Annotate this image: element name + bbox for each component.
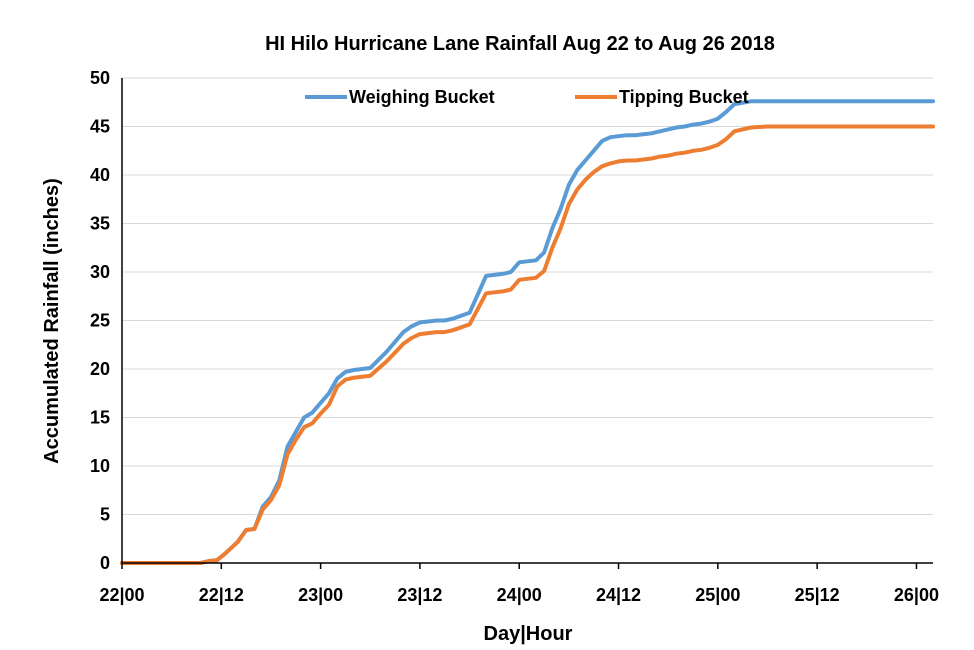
y-tick-label: 30 [90, 262, 110, 282]
x-tick-label: 22|00 [99, 585, 144, 605]
x-axis-title: Day|Hour [484, 623, 573, 645]
y-tick-label: 20 [90, 359, 110, 379]
x-tick-label: 25|12 [795, 585, 840, 605]
y-tick-label: 45 [90, 117, 110, 137]
y-tick-label: 35 [90, 214, 110, 234]
x-tick-label: 25|00 [695, 585, 740, 605]
axes [121, 78, 933, 569]
legend-label-weighing-bucket: Weighing Bucket [349, 87, 495, 107]
y-tick-label: 25 [90, 311, 110, 331]
y-tick-label: 5 [100, 505, 110, 525]
x-tick-label: 23|12 [397, 585, 442, 605]
x-tick-label: 26|00 [894, 585, 939, 605]
x-tick-label: 24|00 [497, 585, 542, 605]
chart-title: HI Hilo Hurricane Lane Rainfall Aug 22 t… [265, 33, 775, 55]
y-tick-label: 10 [90, 456, 110, 476]
y-axis-title: Accumulated Rainfall (inches) [41, 178, 63, 464]
y-tick-labels: 0 5 10 15 20 25 30 35 40 45 50 [90, 68, 110, 573]
y-tick-label: 50 [90, 68, 110, 88]
y-tick-label: 40 [90, 165, 110, 185]
series-line-tipping-bucket [120, 124, 935, 565]
x-tick-label: 22|12 [199, 585, 244, 605]
x-tick-label: 23|00 [298, 585, 343, 605]
legend: Weighing Bucket Tipping Bucket [305, 87, 749, 107]
series-line-weighing-bucket [120, 99, 935, 565]
legend-label-tipping-bucket: Tipping Bucket [619, 87, 749, 107]
gridlines [122, 77, 933, 515]
x-tick-label: 24|12 [596, 585, 641, 605]
y-tick-label: 0 [100, 553, 110, 573]
series-lines [120, 99, 935, 565]
y-tick-label: 15 [90, 408, 110, 428]
x-tick-labels: 22|00 22|12 23|00 23|12 24|00 24|12 25|00 25|12… [99, 585, 939, 605]
